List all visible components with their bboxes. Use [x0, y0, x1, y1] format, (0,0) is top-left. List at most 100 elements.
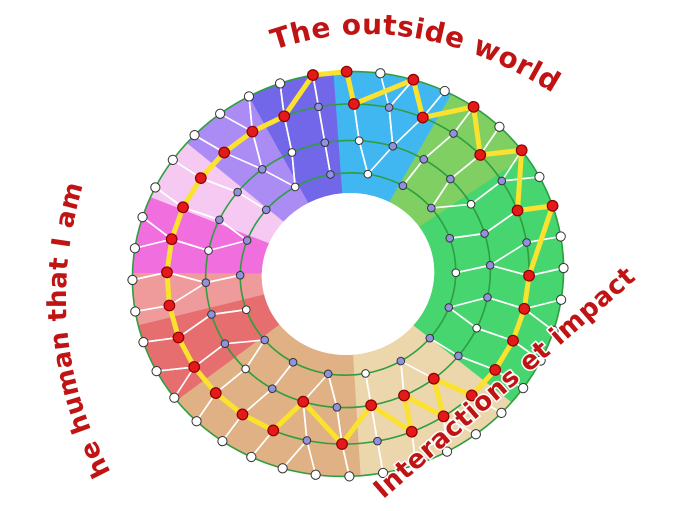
- mesh-edge: [168, 281, 207, 307]
- node: [320, 138, 330, 148]
- mesh-edge: [442, 415, 477, 436]
- sector-light-red: [132, 271, 265, 326]
- mesh-edge: [271, 361, 294, 390]
- mesh-edge: [422, 132, 455, 161]
- node: [260, 335, 269, 345]
- node: [138, 337, 149, 348]
- mesh-edge: [489, 264, 530, 277]
- node: [396, 356, 406, 366]
- node: [169, 392, 180, 403]
- node: [207, 310, 216, 319]
- node: [288, 357, 298, 367]
- sector-light-green: [389, 94, 528, 228]
- active-node: [267, 424, 280, 437]
- active-node: [416, 111, 429, 124]
- mesh-edge: [358, 139, 369, 175]
- mesh-edge: [302, 400, 308, 442]
- node: [314, 102, 323, 112]
- mesh-edge: [448, 232, 486, 240]
- mesh-edge: [402, 158, 425, 187]
- mesh-edge: [302, 373, 329, 403]
- node: [361, 369, 370, 378]
- node: [480, 229, 489, 238]
- node: [130, 306, 141, 317]
- active-node: [161, 266, 173, 279]
- active-node: [474, 149, 487, 161]
- node: [439, 85, 450, 97]
- node: [241, 364, 250, 374]
- node: [398, 181, 408, 191]
- mesh-edge: [388, 106, 394, 148]
- node: [274, 78, 286, 89]
- node: [454, 351, 463, 361]
- node: [472, 323, 481, 333]
- mesh-edge: [193, 342, 226, 368]
- node: [220, 339, 230, 349]
- node: [261, 205, 271, 215]
- node: [215, 108, 226, 119]
- mesh-edge: [205, 274, 241, 284]
- mesh-edge: [327, 373, 338, 409]
- active-node: [365, 399, 378, 412]
- node: [290, 182, 300, 192]
- node: [444, 303, 454, 312]
- node: [556, 294, 567, 305]
- active-node: [407, 73, 420, 86]
- mesh-edge: [392, 116, 424, 148]
- active-node: [398, 389, 410, 402]
- active-node: [307, 69, 319, 81]
- wheel: [127, 65, 569, 482]
- mesh-edge: [376, 440, 384, 474]
- node: [127, 274, 138, 286]
- node: [191, 416, 202, 427]
- mesh-edge: [281, 439, 308, 470]
- node: [150, 182, 161, 193]
- node: [410, 459, 422, 470]
- node: [384, 103, 394, 112]
- mesh-edge: [353, 103, 360, 142]
- mesh-edge: [489, 241, 528, 267]
- active-node: [515, 144, 528, 157]
- mesh-edge: [200, 177, 239, 193]
- node: [235, 270, 245, 280]
- mesh-edge: [486, 296, 526, 310]
- active-node: [278, 110, 291, 123]
- node: [243, 91, 255, 102]
- node: [388, 141, 398, 151]
- active-node: [465, 389, 478, 402]
- mesh-edge: [223, 151, 264, 171]
- node: [451, 268, 461, 278]
- node: [310, 469, 321, 480]
- mesh-edge: [224, 339, 266, 345]
- active-node: [340, 65, 353, 78]
- node: [377, 467, 389, 479]
- node: [267, 384, 277, 393]
- active-node: [218, 146, 231, 159]
- mesh-edge: [370, 404, 379, 442]
- mesh-edge: [455, 264, 491, 274]
- mesh-edge: [400, 360, 435, 380]
- sector-magenta: [132, 195, 270, 274]
- mesh-edge: [173, 366, 196, 399]
- mesh-edge: [457, 355, 496, 371]
- mesh-edge: [155, 366, 196, 372]
- mesh-edge: [470, 180, 503, 206]
- mesh-edge: [317, 106, 326, 144]
- mesh-edge: [244, 339, 266, 370]
- node: [151, 366, 162, 377]
- node: [449, 129, 458, 138]
- node: [494, 121, 505, 132]
- node: [558, 262, 569, 274]
- mesh-edge: [442, 415, 448, 453]
- active-node: [194, 172, 207, 185]
- node: [555, 231, 566, 242]
- node: [354, 136, 364, 145]
- mesh-edge: [251, 130, 264, 171]
- mesh-edge: [430, 178, 452, 209]
- active-node: [511, 204, 524, 217]
- active-node: [297, 395, 310, 408]
- active-node: [165, 233, 178, 246]
- node: [425, 333, 435, 343]
- active-node: [405, 425, 418, 438]
- active-node: [467, 100, 480, 113]
